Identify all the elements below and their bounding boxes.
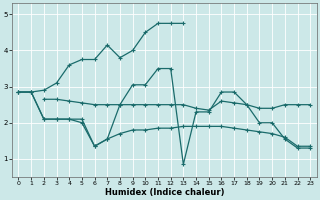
X-axis label: Humidex (Indice chaleur): Humidex (Indice chaleur): [105, 188, 224, 197]
